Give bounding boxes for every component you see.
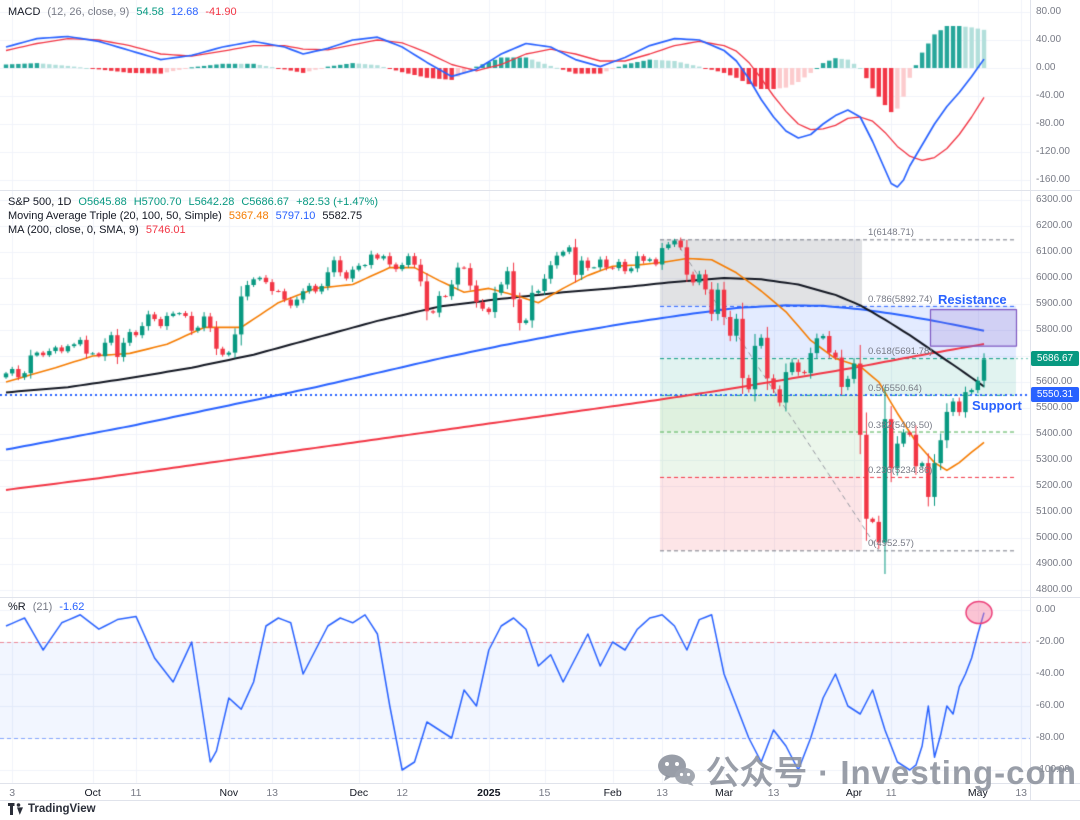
- macd-histogram-value: 54.58: [136, 6, 164, 18]
- change-value: +82.53 (+1.47%): [296, 196, 379, 208]
- last-price-tag: 5686.67: [1031, 351, 1079, 367]
- axis-tick: 80.00: [1036, 6, 1062, 17]
- axis-tick: 0.00: [1036, 62, 1056, 73]
- axis-tick: 5000.00: [1036, 532, 1073, 543]
- timeline-label: 13: [1015, 787, 1027, 799]
- axis-tick: 5800.00: [1036, 324, 1073, 335]
- fib-level-label: 0.618(5691.78): [868, 346, 933, 358]
- axis-tick: -160.00: [1036, 174, 1070, 185]
- axis-tick: 6000.00: [1036, 272, 1073, 283]
- axis-tick: 5600.00: [1036, 376, 1073, 387]
- axis-tick: 5300.00: [1036, 454, 1073, 465]
- panel-separator[interactable]: [0, 190, 1080, 191]
- timeline-label: 15: [538, 787, 551, 799]
- tradingview-icon: [8, 803, 23, 815]
- low-value: L5642.28: [188, 196, 235, 208]
- watermark-text: 公众号 · Investing-com: [706, 754, 1078, 791]
- open-value: O5645.88: [78, 196, 127, 208]
- axis-tick: -80.00: [1036, 732, 1065, 743]
- support-price-tag: 5550.31: [1031, 386, 1079, 402]
- panel-separator: [0, 783, 1080, 784]
- axis-tick: 40.00: [1036, 34, 1062, 45]
- timeline-label: 12: [396, 787, 408, 799]
- timeline-label: May: [967, 787, 988, 799]
- ma-triple-title: Moving Average Triple (20, 100, 50, Simp…: [8, 210, 222, 222]
- timeline-label: 11: [130, 787, 142, 799]
- support-label[interactable]: Support: [972, 398, 1022, 413]
- watermark: 公众号 · Investing-com: [656, 746, 1077, 794]
- macd-legend-params: (12, 26, close, 9): [47, 6, 130, 18]
- fib-level-label: 0.382(5409.50): [868, 419, 933, 431]
- ma200-title: MA (200, close, 0, SMA, 9): [8, 224, 139, 236]
- fib-level-label: 0.786(5892.74): [868, 293, 933, 305]
- axis-tick: 6200.00: [1036, 220, 1073, 231]
- tradingview-logo-text: TradingView: [28, 803, 96, 815]
- resistance-label[interactable]: Resistance: [938, 292, 1007, 307]
- fib-level-label: 0(4952.57): [868, 538, 914, 550]
- timeline-label: 2025: [477, 787, 501, 799]
- axis-tick: 5200.00: [1036, 480, 1073, 491]
- wpr-legend[interactable]: %R (21) -1.62: [8, 601, 84, 613]
- axis-tick: -60.00: [1036, 700, 1065, 711]
- axis-tick: -20.00: [1036, 636, 1065, 647]
- panel-separator[interactable]: [0, 597, 1080, 598]
- fib-level-label: 0.5(5550.64): [868, 382, 922, 394]
- timeline-label: Dec: [349, 787, 369, 799]
- axis-tick: 5100.00: [1036, 506, 1073, 517]
- symbol-legend[interactable]: S&P 500, 1D O5645.88 H5700.70 L5642.28 C…: [8, 196, 378, 208]
- ma100-value: 5797.10: [275, 210, 316, 222]
- panel-separator: [0, 800, 1080, 801]
- wechat-icon: [656, 753, 696, 787]
- timeline-label: Oct: [84, 787, 101, 799]
- timeline-label: Apr: [845, 787, 863, 799]
- timeline-label: Mar: [714, 787, 734, 799]
- symbol-name: S&P 500, 1D: [8, 196, 72, 208]
- axis-tick: 6100.00: [1036, 246, 1073, 257]
- axis-tick: 4800.00: [1036, 584, 1073, 595]
- timeline-label: 13: [266, 787, 278, 799]
- timeline-label: 11: [885, 787, 897, 799]
- axis-tick: 5900.00: [1036, 298, 1073, 309]
- tradingview-logo[interactable]: TradingView: [8, 803, 96, 815]
- fib-level-label: 0.236(5234.86): [868, 464, 933, 476]
- close-value: C5686.67: [241, 196, 290, 208]
- wpr-legend-params: (21): [32, 601, 53, 613]
- axis-tick: 5500.00: [1036, 402, 1073, 413]
- ma200-value: 5746.01: [145, 224, 186, 236]
- macd-signal-value: -41.90: [205, 6, 237, 18]
- timeline-label: 13: [767, 787, 780, 799]
- ma20-value: 5367.48: [228, 210, 269, 222]
- wpr-value: -1.62: [59, 601, 85, 613]
- ma200-legend[interactable]: MA (200, close, 0, SMA, 9) 5746.01: [8, 224, 186, 236]
- macd-legend[interactable]: MACD (12, 26, close, 9) 54.58 12.68 -41.…: [8, 6, 237, 18]
- axis-tick: 5400.00: [1036, 428, 1073, 439]
- axis-tick: 4900.00: [1036, 558, 1073, 569]
- timeline-label: 3: [9, 787, 16, 799]
- axis-tick: 0.00: [1036, 604, 1056, 615]
- timeline-label: Nov: [219, 787, 239, 799]
- axis-tick: -120.00: [1036, 146, 1070, 157]
- fib-level-label: 1(6148.71): [868, 227, 914, 239]
- time-axis[interactable]: 3 Oct 11 Nov 13 Dec 12 2025 15 Feb 13 Mar 13 Apr 11 May…: [0, 783, 1030, 800]
- macd-legend-title: MACD: [8, 6, 41, 18]
- wpr-legend-title: %R: [8, 601, 26, 613]
- ma50-value: 5582.75: [322, 210, 363, 222]
- macd-line-value: 12.68: [170, 6, 199, 18]
- ma-triple-legend[interactable]: Moving Average Triple (20, 100, 50, Simp…: [8, 210, 362, 222]
- axis-tick: -80.00: [1036, 118, 1065, 129]
- axis-tick: -100.00: [1036, 764, 1070, 775]
- timeline-label: 13: [656, 787, 668, 799]
- axis-tick: -40.00: [1036, 668, 1065, 679]
- high-value: H5700.70: [133, 196, 182, 208]
- axis-tick: -40.00: [1036, 90, 1065, 101]
- axis-tick: 6300.00: [1036, 194, 1073, 205]
- timeline-label: Feb: [603, 787, 622, 799]
